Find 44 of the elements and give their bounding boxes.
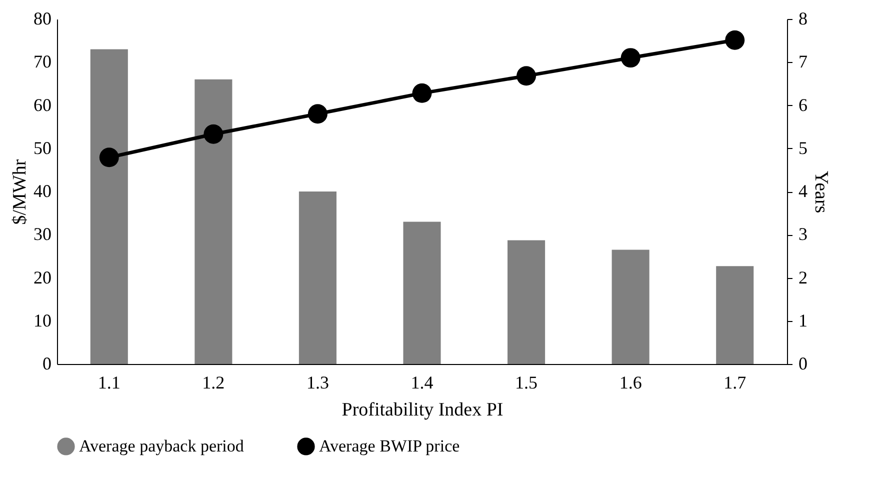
x-tick-label: 1.4 bbox=[410, 372, 434, 392]
x-axis-title: Profitability Index PI bbox=[342, 400, 504, 420]
x-tick-label: 1.3 bbox=[306, 372, 329, 392]
y2-tick-label: 5 bbox=[798, 138, 808, 158]
y-tick-label: 50 bbox=[34, 138, 52, 158]
x-tick-label: 1.5 bbox=[515, 372, 538, 392]
bar bbox=[403, 222, 441, 364]
legend-label: Average BWIP price bbox=[319, 436, 460, 456]
point bbox=[204, 124, 224, 144]
y-tick-label: 30 bbox=[34, 224, 52, 244]
x-tick-label: 1.6 bbox=[619, 372, 642, 392]
bar bbox=[716, 266, 754, 364]
y-tick-label: 0 bbox=[42, 354, 52, 374]
y2-tick-label: 3 bbox=[798, 224, 808, 244]
point bbox=[99, 148, 119, 168]
y-axis-title: $/MWhr bbox=[10, 158, 30, 225]
y2-tick-label: 4 bbox=[798, 181, 808, 201]
bar bbox=[508, 240, 546, 364]
y2-tick-label: 2 bbox=[798, 267, 808, 288]
bar bbox=[90, 49, 128, 364]
y-tick-label: 40 bbox=[34, 181, 52, 201]
y2-tick-label: 7 bbox=[798, 52, 808, 72]
y-tick-label: 10 bbox=[34, 310, 52, 330]
y-tick-label: 20 bbox=[34, 267, 52, 288]
point bbox=[412, 83, 432, 103]
point bbox=[516, 66, 536, 86]
legend-label: Average payback period bbox=[79, 436, 244, 456]
x-tick-label: 1.1 bbox=[98, 372, 120, 392]
y-tick-label: 80 bbox=[34, 8, 52, 28]
y2-tick-label: 0 bbox=[798, 354, 808, 374]
point bbox=[620, 48, 640, 68]
y2-tick-label: 6 bbox=[798, 94, 808, 115]
bar bbox=[612, 250, 650, 364]
bar bbox=[194, 79, 232, 364]
y2-axis-title: Years bbox=[810, 170, 832, 214]
y2-tick-label: 8 bbox=[798, 8, 808, 28]
x-tick-label: 1.7 bbox=[724, 372, 746, 392]
y2-tick-label: 1 bbox=[798, 310, 808, 330]
point bbox=[308, 104, 328, 124]
y-tick-label: 70 bbox=[34, 52, 52, 72]
bar bbox=[298, 192, 336, 364]
y-tick-label: 60 bbox=[34, 94, 52, 115]
x-tick-label: 1.2 bbox=[202, 372, 225, 392]
point bbox=[725, 30, 745, 50]
